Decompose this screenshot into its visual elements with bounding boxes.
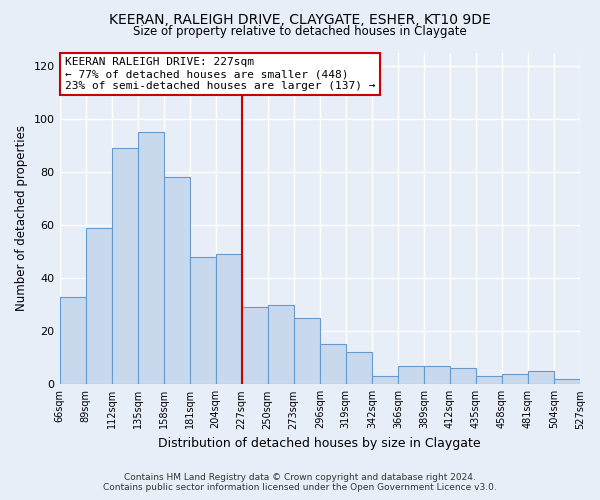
Text: Size of property relative to detached houses in Claygate: Size of property relative to detached ho… (133, 25, 467, 38)
Bar (59, 296, 86, 384)
Bar (554, 379, 580, 384)
Bar (268, 304, 294, 384)
Bar (242, 308, 268, 384)
Bar (215, 254, 242, 384)
Bar (294, 318, 320, 384)
Bar (424, 366, 450, 384)
Bar (320, 344, 346, 385)
Bar (86, 228, 112, 384)
Bar (476, 376, 502, 384)
Bar (528, 371, 554, 384)
Bar (164, 178, 190, 384)
Bar (450, 368, 476, 384)
Bar (398, 366, 424, 384)
Bar (346, 352, 372, 384)
Text: KEERAN RALEIGH DRIVE: 227sqm
← 77% of detached houses are smaller (448)
23% of s: KEERAN RALEIGH DRIVE: 227sqm ← 77% of de… (65, 58, 375, 90)
X-axis label: Distribution of detached houses by size in Claygate: Distribution of detached houses by size … (158, 437, 481, 450)
Y-axis label: Number of detached properties: Number of detached properties (15, 126, 28, 312)
Bar (112, 148, 137, 384)
Bar (137, 132, 164, 384)
Bar (190, 257, 215, 384)
Bar (502, 374, 528, 384)
Text: KEERAN, RALEIGH DRIVE, CLAYGATE, ESHER, KT10 9DE: KEERAN, RALEIGH DRIVE, CLAYGATE, ESHER, … (109, 12, 491, 26)
Text: Contains HM Land Registry data © Crown copyright and database right 2024.
Contai: Contains HM Land Registry data © Crown c… (103, 473, 497, 492)
Bar (372, 376, 398, 384)
